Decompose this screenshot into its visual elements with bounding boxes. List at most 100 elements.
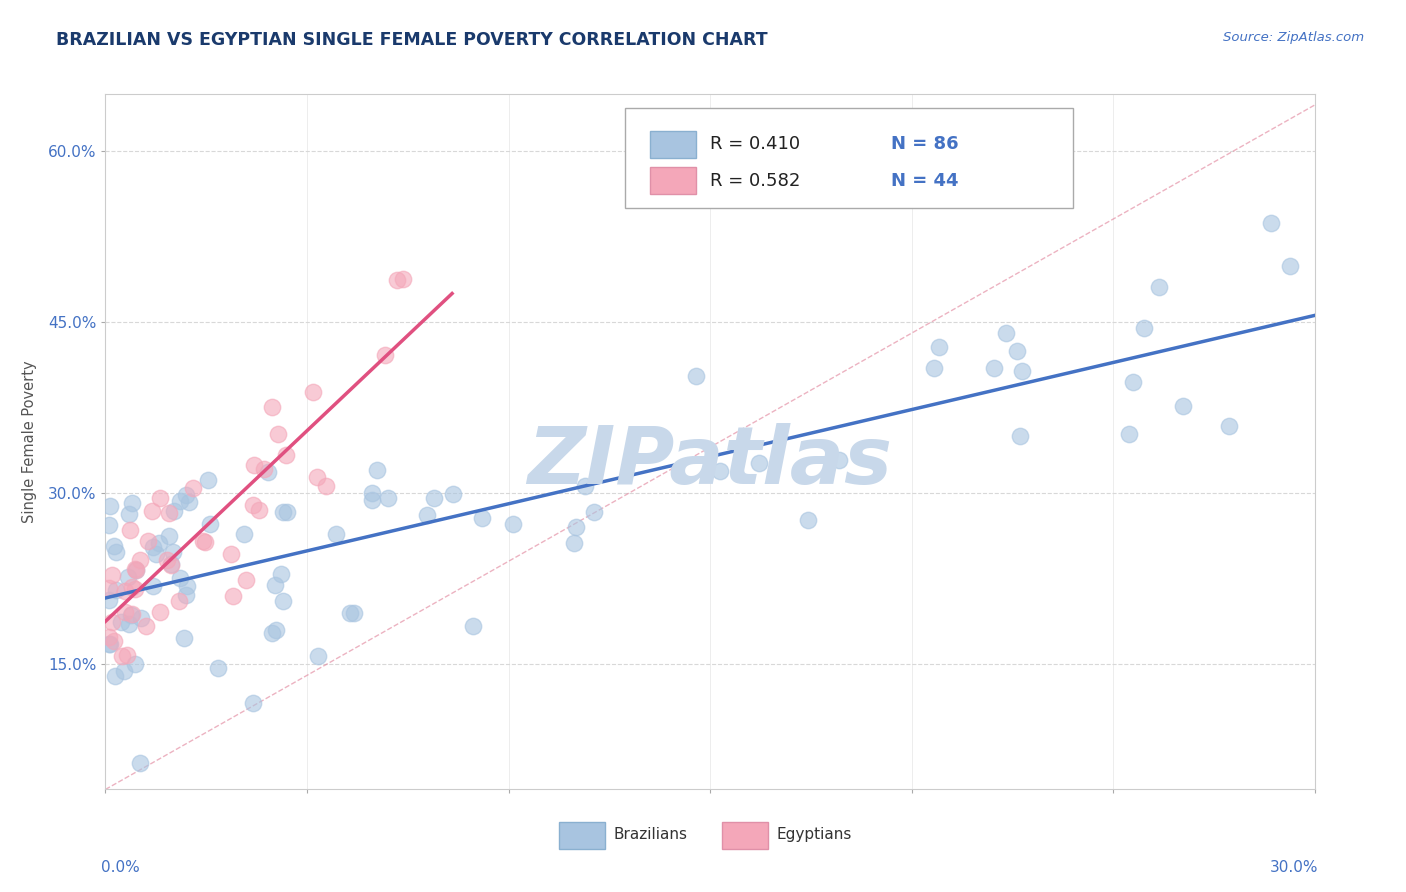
Point [339, 607, 361, 621]
Point [174, 588, 197, 602]
Bar [560, 822, 605, 848]
Point [124, 657, 146, 672]
Point [162, 545, 184, 559]
Point [98, 593, 121, 607]
Point [110, 615, 132, 629]
Point [222, 589, 245, 603]
Point [121, 496, 143, 510]
Point [441, 487, 464, 501]
Point [169, 494, 191, 508]
Point [157, 506, 180, 520]
Point [136, 533, 159, 548]
Point [385, 273, 408, 287]
Point [129, 611, 152, 625]
Point [114, 605, 136, 619]
Point [461, 619, 484, 633]
Point [271, 505, 294, 519]
Point [928, 340, 950, 354]
Point [159, 558, 181, 572]
Point [922, 360, 945, 375]
Point [104, 545, 127, 559]
Point [235, 573, 257, 587]
Point [361, 493, 384, 508]
Point [994, 326, 1017, 340]
Text: Egyptians: Egyptians [776, 827, 852, 842]
Point [1011, 364, 1033, 378]
Point [232, 527, 254, 541]
Point [1218, 418, 1240, 433]
FancyBboxPatch shape [626, 108, 1073, 209]
Point [163, 503, 186, 517]
Text: 0.0%: 0.0% [101, 860, 141, 875]
Point [157, 529, 180, 543]
Bar [650, 131, 696, 158]
Point [179, 494, 201, 508]
Point [118, 617, 141, 632]
Point [471, 511, 494, 525]
Point [103, 540, 125, 554]
Point [142, 540, 165, 554]
Point [307, 648, 329, 663]
Point [301, 384, 323, 399]
Y-axis label: Single Female Poverty: Single Female Poverty [22, 360, 37, 523]
Text: BRAZILIAN VS EGYPTIAN SINGLE FEMALE POVERTY CORRELATION CHART: BRAZILIAN VS EGYPTIAN SINGLE FEMALE POVE… [56, 31, 768, 49]
Point [276, 504, 298, 518]
Point [141, 503, 163, 517]
Point [325, 527, 347, 541]
Point [583, 505, 606, 519]
Point [124, 562, 146, 576]
Point [1260, 216, 1282, 230]
Point [103, 633, 125, 648]
Point [1133, 321, 1156, 335]
Point [121, 580, 143, 594]
Point [565, 519, 588, 533]
Point [149, 605, 172, 619]
Point [198, 516, 221, 531]
Point [274, 448, 297, 462]
Point [307, 470, 329, 484]
Point [260, 401, 283, 415]
Point [176, 579, 198, 593]
Point [416, 508, 439, 522]
Point [253, 462, 276, 476]
Point [1278, 259, 1301, 273]
Point [562, 536, 585, 550]
Point [176, 488, 198, 502]
Point [1008, 428, 1031, 442]
Point [270, 567, 292, 582]
Point [377, 491, 399, 505]
Point [120, 608, 142, 623]
Point [169, 571, 191, 585]
Point [173, 631, 195, 645]
Point [207, 661, 229, 675]
Text: 30.0%: 30.0% [1270, 860, 1319, 875]
Point [266, 426, 288, 441]
Point [1173, 400, 1195, 414]
Point [1118, 426, 1140, 441]
Point [219, 547, 242, 561]
Point [1005, 343, 1028, 358]
Point [98, 499, 121, 513]
Point [148, 536, 170, 550]
Point [197, 473, 219, 487]
Point [1122, 375, 1144, 389]
Point [125, 563, 148, 577]
Point [98, 581, 121, 595]
Point [315, 479, 337, 493]
Point [374, 348, 396, 362]
Point [100, 567, 122, 582]
Point [360, 486, 382, 500]
Point [796, 513, 818, 527]
Point [194, 535, 217, 549]
Point [129, 756, 152, 770]
Point [247, 503, 270, 517]
Point [271, 594, 294, 608]
Point [98, 637, 121, 651]
Point [242, 498, 264, 512]
Point [748, 456, 770, 470]
Point [156, 553, 179, 567]
Text: ZIPatlas: ZIPatlas [527, 424, 893, 501]
Point [149, 491, 172, 506]
Point [112, 664, 135, 678]
Bar [723, 822, 768, 848]
